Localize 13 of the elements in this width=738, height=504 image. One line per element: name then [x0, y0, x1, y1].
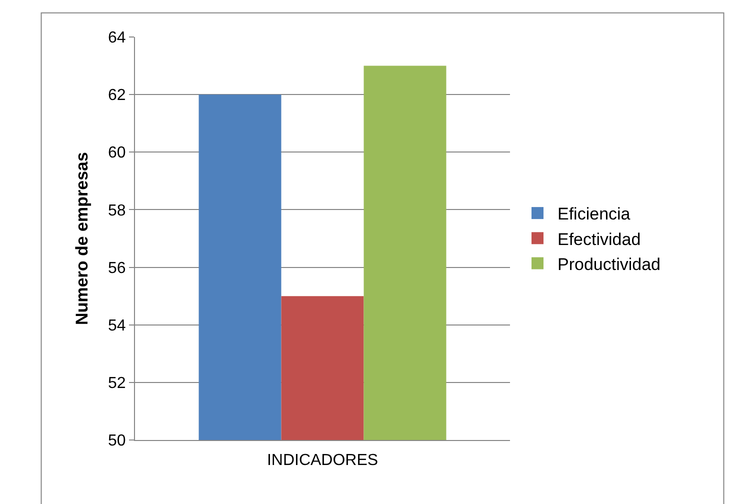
legend-label: Efectividad — [558, 230, 641, 249]
y-tick-label: 64 — [108, 30, 126, 47]
x-axis-title: INDICADORES — [266, 452, 378, 469]
y-tick-label: 58 — [108, 202, 126, 220]
y-tick-label: 60 — [108, 144, 126, 162]
y-tick-label: 52 — [108, 375, 126, 392]
legend-label: Productividad — [558, 254, 661, 274]
y-axis-title: Numero de empresas — [72, 152, 92, 325]
y-tick-label: 54 — [108, 317, 126, 334]
legend-label: Eficiencia — [558, 204, 631, 224]
y-tick-label: 62 — [108, 87, 126, 104]
y-tick-label: 50 — [108, 432, 126, 450]
y-tick-label: 56 — [108, 260, 126, 277]
